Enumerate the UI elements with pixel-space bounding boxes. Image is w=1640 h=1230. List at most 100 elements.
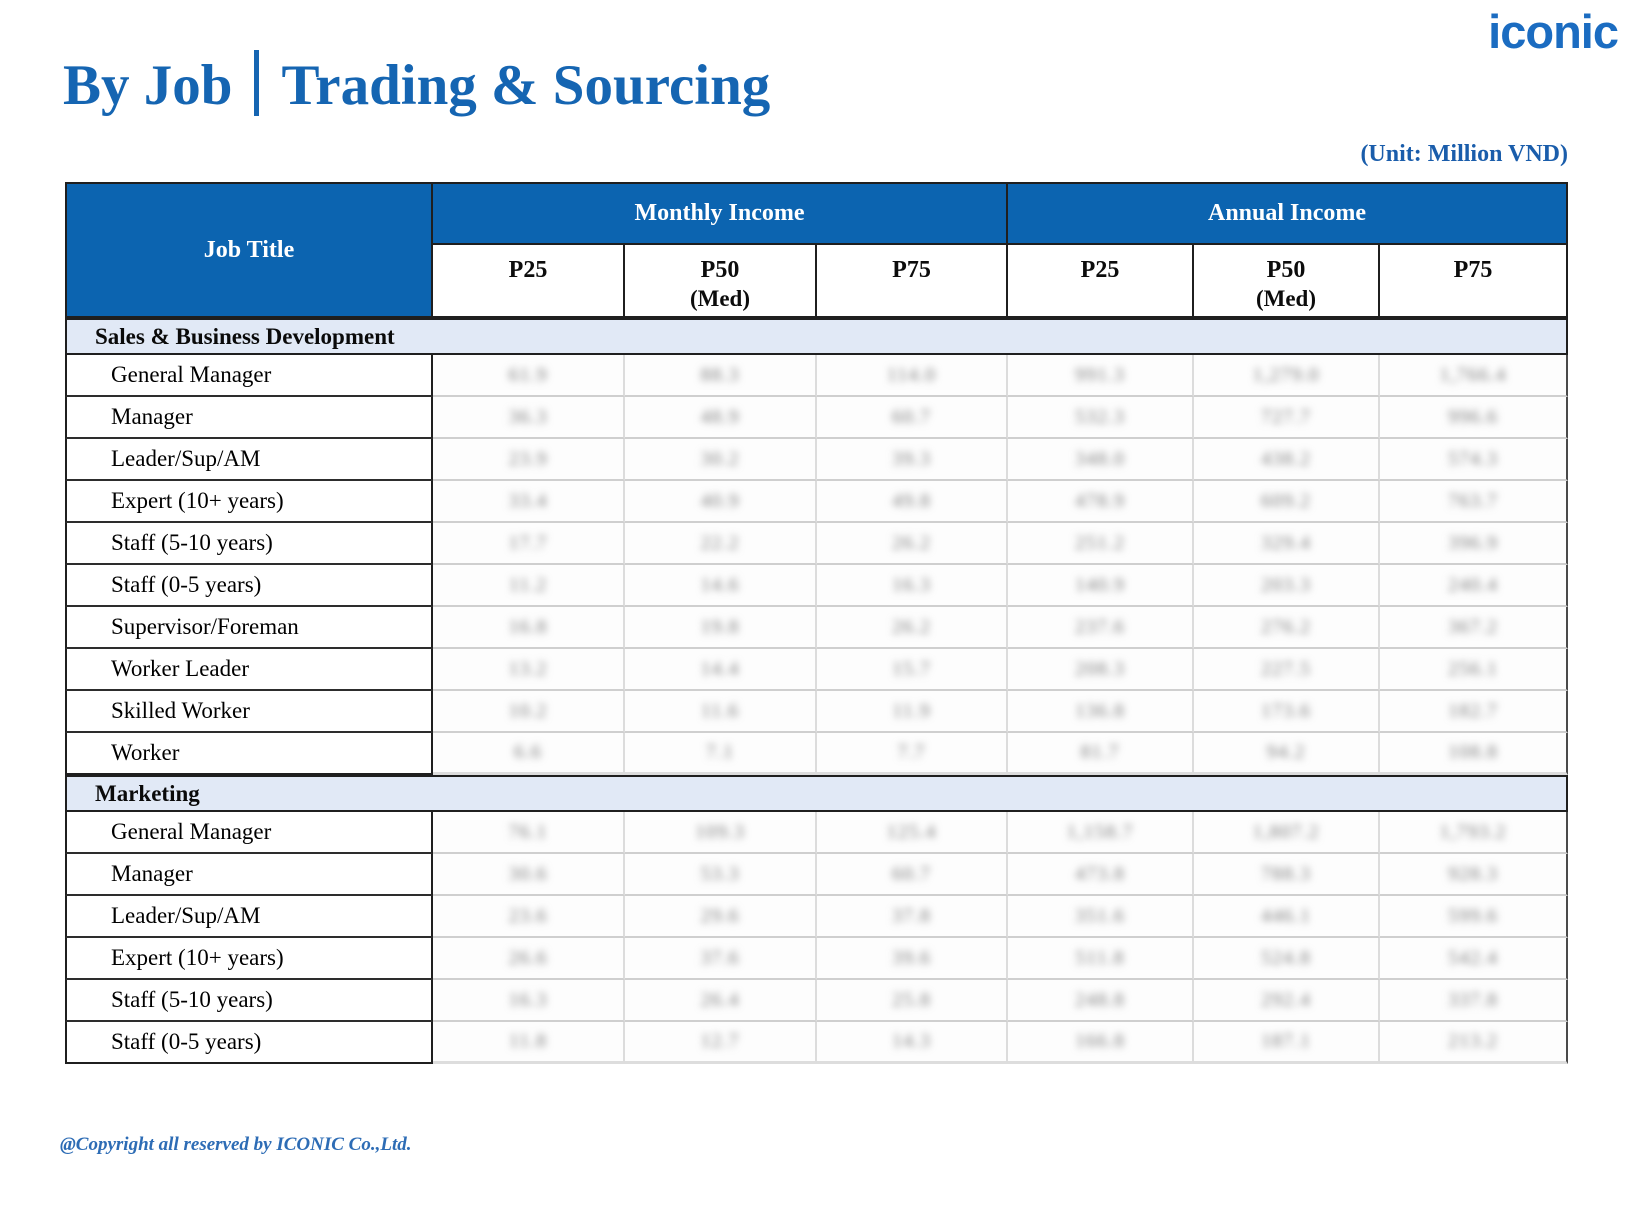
value-cell: 446.1 [1194, 896, 1380, 938]
blurred-value: 1,793.2 [1439, 820, 1507, 843]
table-row: Leader/Sup/AM 23.6 29.6 37.8 351.6 446.1 599.6 [65, 896, 1568, 938]
blurred-value: 6.6 [514, 741, 542, 763]
blurred-value: 292.4 [1261, 988, 1311, 1011]
blurred-value: 12.7 [700, 1030, 740, 1052]
unit-note: (Unit: Million VND) [1360, 141, 1568, 167]
annual-p25-header: P25 [1008, 245, 1194, 316]
value-cell: 329.4 [1194, 523, 1380, 565]
value-cell: 88.3 [625, 355, 817, 397]
blurred-value: 396.9 [1448, 531, 1498, 554]
blurred-value: 524.8 [1261, 946, 1311, 969]
value-cell: 11.6 [625, 691, 817, 733]
value-cell: 187.1 [1194, 1022, 1380, 1064]
value-cell: 39.3 [817, 439, 1008, 481]
table-row: Worker Leader 13.2 14.4 15.7 208.3 227.5 256.1 [65, 649, 1568, 691]
page-title-left: By Job [63, 54, 233, 117]
value-cell: 60.7 [817, 854, 1008, 896]
blurred-value: 574.3 [1448, 447, 1498, 470]
value-cell: 53.3 [625, 854, 817, 896]
blurred-value: 26.2 [892, 615, 931, 638]
percentile-label: P50 [700, 257, 740, 283]
value-cell: 337.8 [1380, 980, 1568, 1022]
value-cell: 367.2 [1380, 607, 1568, 649]
monthly-p75-header: P75 [817, 245, 1008, 316]
value-cell: 1,279.0 [1194, 355, 1380, 397]
table-row: Manager 30.6 53.3 60.7 473.8 788.3 928.3 [65, 854, 1568, 896]
job-title-cell: Staff (0-5 years) [65, 1022, 433, 1064]
blurred-value: 438.2 [1261, 447, 1311, 470]
percentile-note: (Med) [1255, 285, 1317, 311]
blurred-value: 203.3 [1261, 573, 1311, 596]
value-cell: 140.9 [1008, 565, 1194, 607]
percentile-label: P25 [508, 257, 548, 283]
table-row: Expert (10+ years) 33.4 40.9 49.8 478.9 609.2… [65, 481, 1568, 523]
percentile-header-row: P25 P50 (Med) P75 P25 P50 (Med) P75 [433, 243, 1566, 316]
blurred-value: 23.6 [508, 904, 548, 927]
value-cell: 125.4 [817, 812, 1008, 854]
value-cell: 991.3 [1008, 355, 1194, 397]
job-title-cell: Expert (10+ years) [65, 481, 433, 523]
value-cell: 240.4 [1380, 565, 1568, 607]
value-cell: 1,807.2 [1194, 812, 1380, 854]
income-group-row: Monthly Income Annual Income [433, 184, 1566, 243]
blurred-value: 10.2 [508, 699, 548, 722]
blurred-value: 788.3 [1261, 862, 1311, 885]
blurred-value: 248.8 [1075, 988, 1125, 1011]
value-cell: 13.2 [433, 649, 625, 691]
blurred-value: 446.1 [1261, 904, 1311, 927]
blurred-value: 109.3 [695, 820, 745, 843]
blurred-value: 108.8 [1448, 741, 1498, 763]
value-cell: 524.8 [1194, 938, 1380, 980]
value-cell: 542.4 [1380, 938, 1568, 980]
blurred-value: 351.6 [1075, 904, 1125, 927]
value-cell: 14.6 [625, 565, 817, 607]
job-title-cell: Staff (0-5 years) [65, 565, 433, 607]
blurred-value: 37.6 [700, 946, 740, 969]
value-cell: 40.9 [625, 481, 817, 523]
value-cell: 26.4 [625, 980, 817, 1022]
blurred-value: 19.8 [700, 615, 740, 638]
value-cell: 26.2 [817, 523, 1008, 565]
value-cell: 203.3 [1194, 565, 1380, 607]
blurred-value: 182.7 [1448, 699, 1498, 722]
value-cell: 173.6 [1194, 691, 1380, 733]
blurred-value: 16.3 [892, 573, 931, 596]
blurred-value: 39.3 [892, 447, 931, 470]
blurred-value: 511.8 [1075, 946, 1125, 969]
value-cell: 22.2 [625, 523, 817, 565]
blurred-value: 208.3 [1075, 657, 1125, 680]
value-cell: 11.8 [433, 1022, 625, 1064]
blurred-value: 29.6 [700, 904, 740, 927]
value-cell: 30.2 [625, 439, 817, 481]
job-title-cell: Worker Leader [65, 649, 433, 691]
value-cell: 29.6 [625, 896, 817, 938]
blurred-value: 39.6 [892, 946, 931, 969]
table-row: Skilled Worker 10.2 11.6 11.9 136.8 173.6 182.… [65, 691, 1568, 733]
blurred-value: 25.8 [892, 988, 931, 1011]
value-cell: 36.3 [433, 397, 625, 439]
iconic-logo: iconic [1488, 5, 1619, 58]
value-cell: 237.6 [1008, 607, 1194, 649]
blurred-value: 996.6 [1448, 405, 1498, 428]
table-body: Sales & Business Development General Mana… [65, 318, 1568, 1064]
blurred-value: 14.4 [700, 657, 740, 680]
blurred-value: 140.9 [1075, 573, 1125, 596]
value-cell: 7.1 [625, 733, 817, 775]
value-cell: 16.8 [433, 607, 625, 649]
value-cell: 478.9 [1008, 481, 1194, 523]
table-row: Staff (0-5 years) 11.2 14.6 16.3 140.9 203.3 2… [65, 565, 1568, 607]
table-row: Staff (5-10 years) 17.7 22.2 26.2 251.2 329.4… [65, 523, 1568, 565]
blurred-value: 114.0 [886, 363, 937, 386]
value-cell: 1,766.4 [1380, 355, 1568, 397]
value-cell: 48.9 [625, 397, 817, 439]
value-cell: 6.6 [433, 733, 625, 775]
value-cell: 49.8 [817, 481, 1008, 523]
blurred-value: 256.1 [1448, 657, 1498, 680]
blurred-value: 14.3 [892, 1030, 931, 1052]
value-cell: 15.7 [817, 649, 1008, 691]
value-cell: 788.3 [1194, 854, 1380, 896]
blurred-value: 17.7 [508, 531, 548, 554]
job-title-cell: Manager [65, 854, 433, 896]
table-row: Worker 6.6 7.1 7.7 81.7 94.2 108.8 [65, 733, 1568, 775]
blurred-value: 478.9 [1075, 489, 1125, 512]
